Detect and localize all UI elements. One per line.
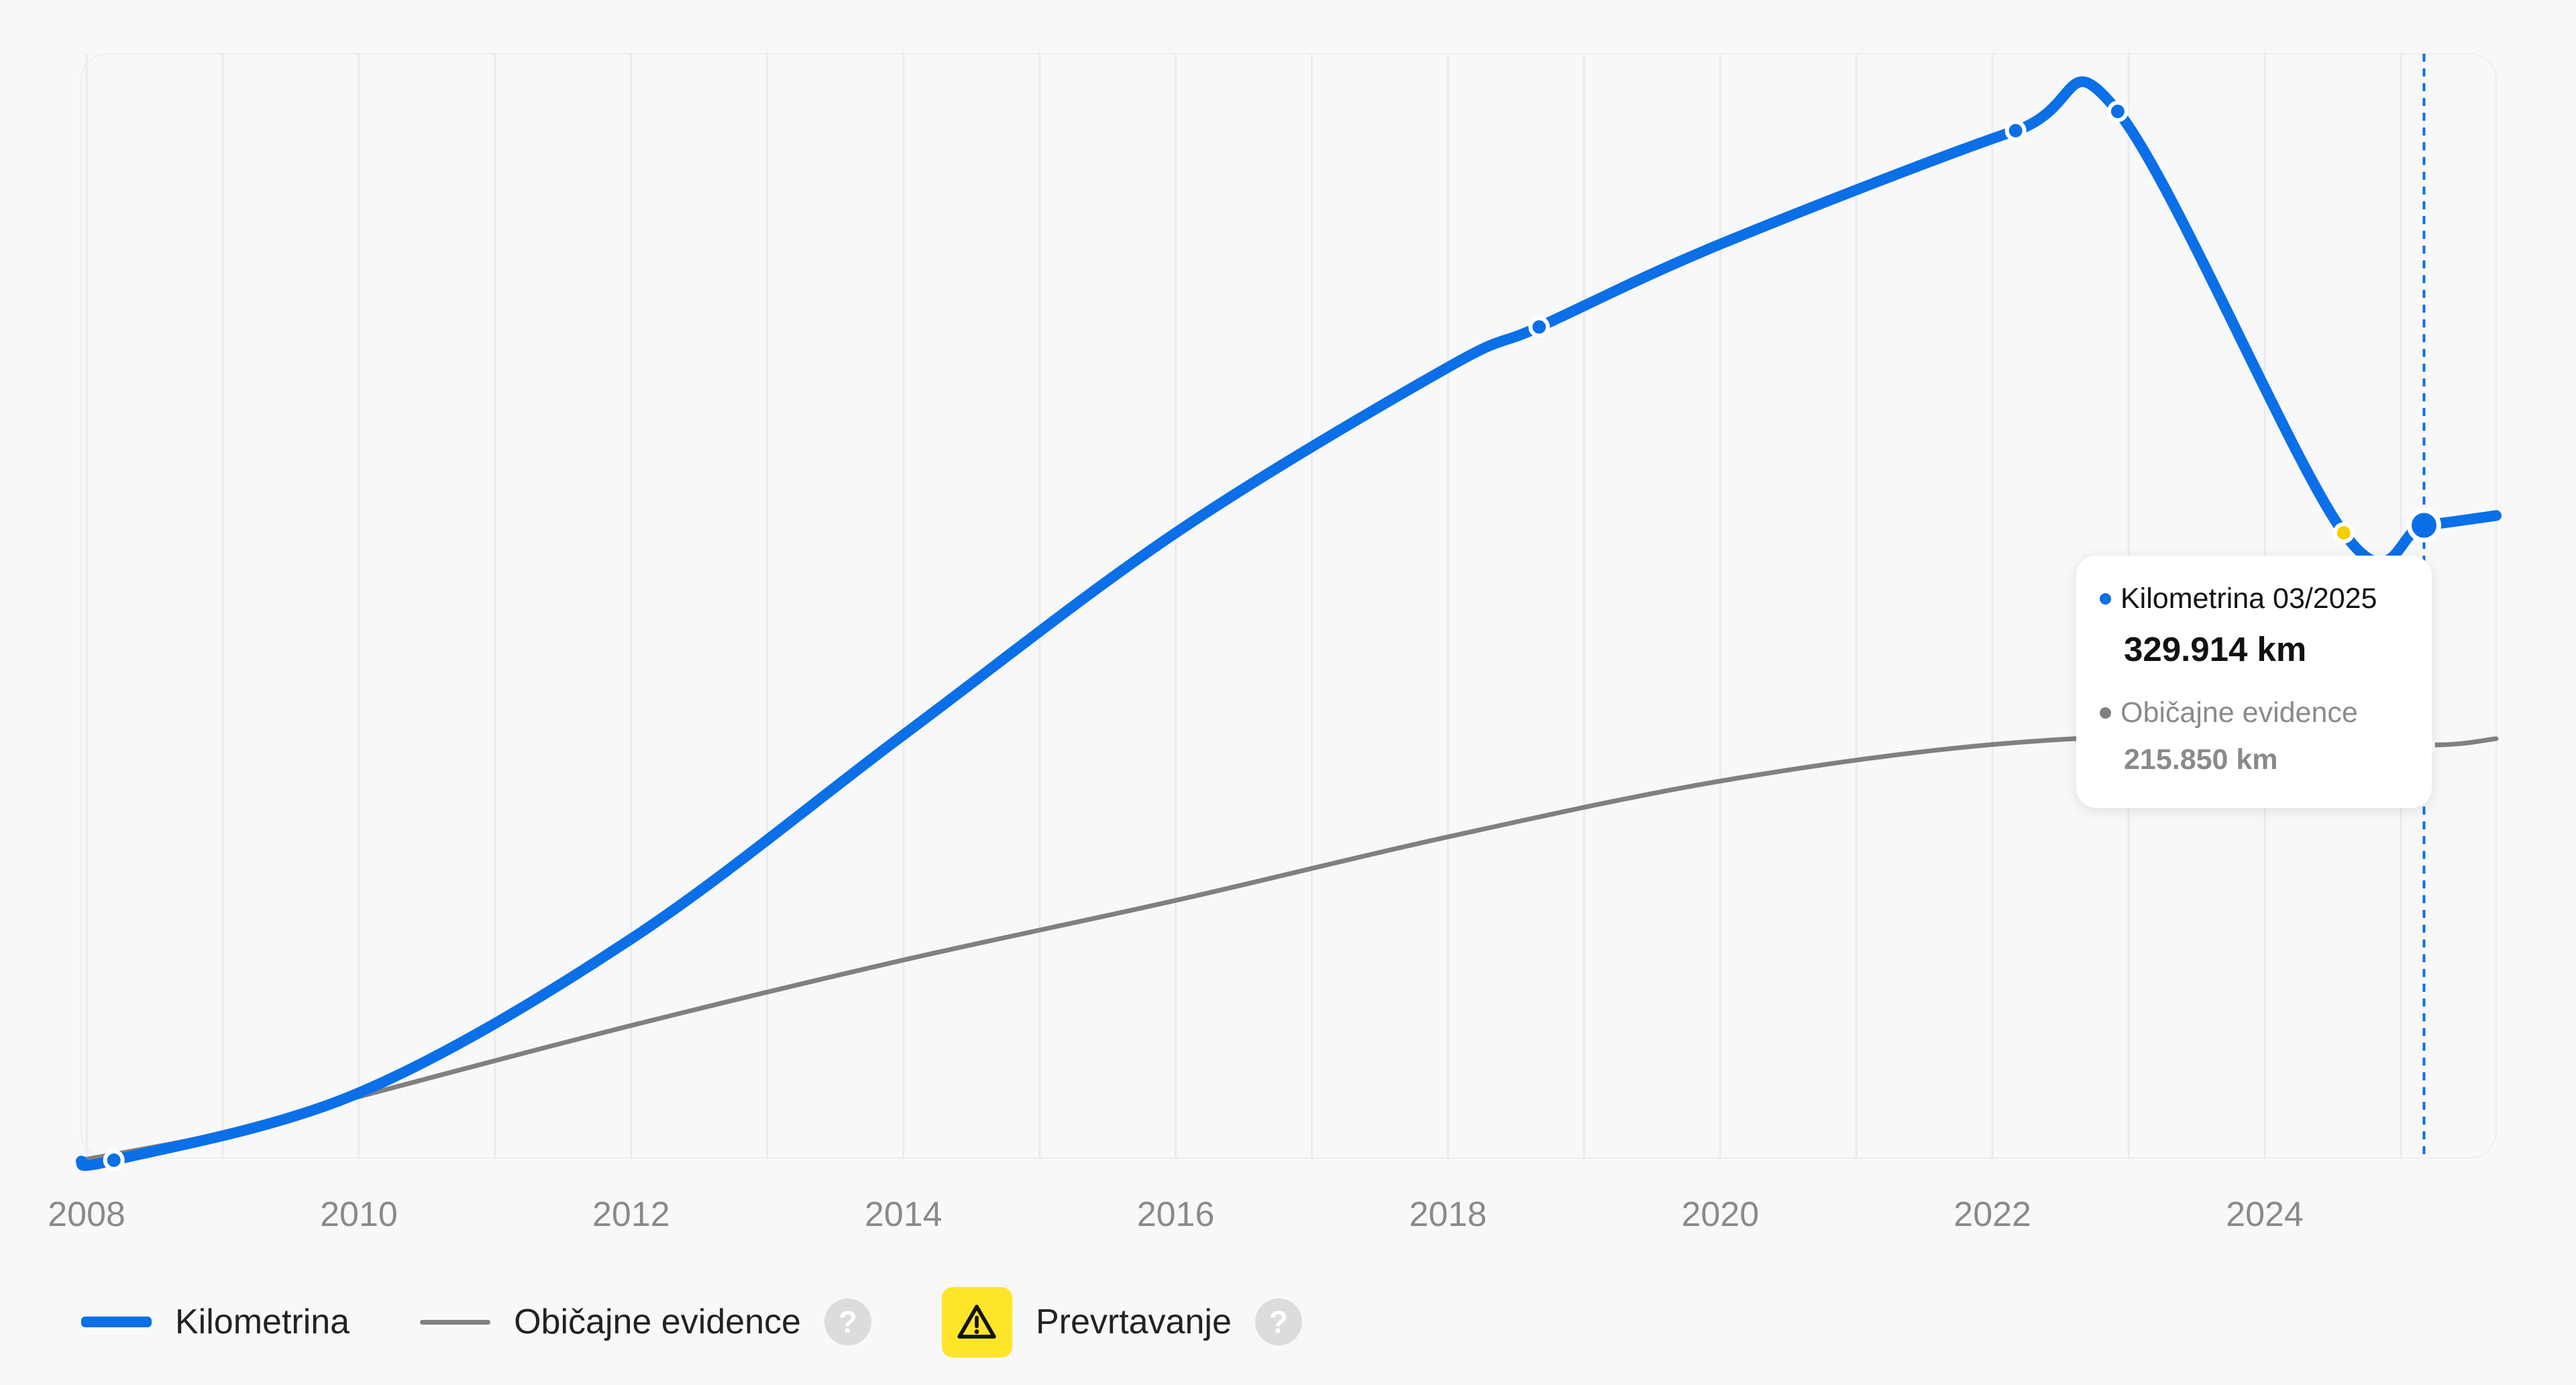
legend-label-typical: Običajne evidence [514,1302,801,1341]
legend-label-rollback: Prevrtavanje [1035,1302,1232,1341]
help-circle-icon[interactable]: ? [824,1298,871,1345]
x-tick-label: 2020 [1681,1195,1759,1234]
warning-triangle-icon [941,1286,1012,1357]
legend-swatch-typical [420,1319,491,1325]
legend-item-typical[interactable]: Običajne evidence ? [420,1298,871,1345]
rollback-point-marker[interactable] [2332,522,2355,544]
x-tick-label: 2012 [592,1195,670,1234]
hover-tooltip: Kilometrina 03/2025 329.914 km Običajne … [2076,556,2432,808]
legend: Kilometrina Običajne evidence ? Prevrtav… [81,1285,1302,1359]
x-tick-label: 2014 [865,1195,943,1234]
x-tick-label: 2022 [1953,1195,2031,1234]
data-point-marker[interactable] [1528,316,1550,338]
data-point-marker[interactable] [2106,101,2129,123]
legend-label-mileage: Kilometrina [175,1302,350,1341]
x-tick-label: 2008 [48,1195,125,1234]
tooltip-series2-row: Običajne evidence [2100,697,2358,729]
vertical-grid [85,54,2402,1158]
plot-area-background [80,53,2497,1159]
tooltip-series2-value: 215.850 km [2124,743,2278,776]
legend-item-rollback[interactable]: Prevrtavanje ? [941,1286,1302,1357]
tooltip-series1-row: Kilometrina 03/2025 [2100,582,2377,615]
x-tick-label: 2010 [320,1195,398,1234]
legend-swatch-mileage [81,1317,152,1327]
x-axis-ticks: 2008 2010 2012 2014 2016 2018 2020 2022 2024 [48,1195,2304,1234]
data-point-marker[interactable] [2004,119,2027,142]
legend-item-mileage[interactable]: Kilometrina [81,1302,350,1342]
tooltip-series1-value: 329.914 km [2124,630,2307,668]
tooltip-series1-label: Kilometrina 03/2025 [2121,582,2377,615]
data-point-marker[interactable] [103,1149,125,1171]
tooltip-series2-label: Običajne evidence [2121,697,2358,729]
x-tick-label: 2018 [1409,1195,1487,1234]
warning-triangle-glyph [957,1304,997,1339]
tooltip-series2-dot [2100,707,2111,719]
x-tick-label: 2024 [2226,1195,2304,1234]
help-circle-icon[interactable]: ? [1254,1298,1302,1345]
series-line-mileage [76,76,2502,1171]
x-tick-label: 2016 [1137,1195,1215,1234]
tooltip-series1-dot [2100,593,2111,605]
active-point-marker[interactable] [2406,508,2441,543]
